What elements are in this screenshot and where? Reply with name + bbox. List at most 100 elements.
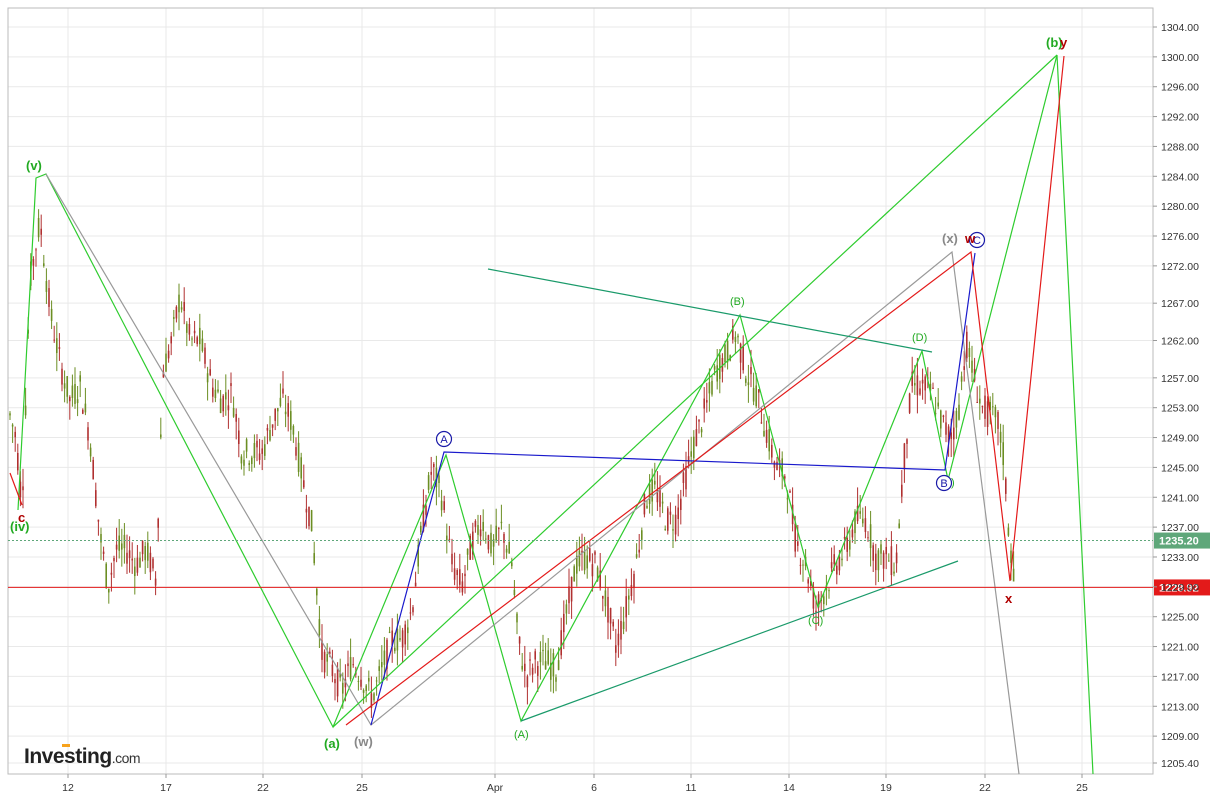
candle-body — [880, 544, 882, 554]
candle-body — [846, 537, 848, 552]
candle-body — [872, 545, 874, 561]
candle-body — [869, 524, 872, 549]
candle-body — [414, 582, 417, 587]
candle-body — [747, 382, 750, 385]
candle-body — [196, 337, 198, 344]
candle-body — [284, 411, 287, 415]
candle-body — [583, 550, 586, 571]
candle-body — [849, 539, 851, 550]
x-tick-label: 22 — [257, 782, 269, 794]
candle-body — [238, 430, 240, 445]
candle-body — [443, 501, 445, 510]
candle-body — [178, 294, 180, 313]
candle-body — [734, 336, 737, 342]
candle-body — [615, 645, 617, 653]
candle-body — [557, 660, 560, 670]
candle-body — [199, 327, 201, 345]
candle-body — [1010, 550, 1012, 563]
x-tick-label: 25 — [356, 782, 368, 794]
candle-body — [287, 403, 289, 417]
x-axis: 12 17 22 25 Apr 6 11 14 19 22 25 — [62, 774, 1088, 794]
candle-body — [144, 546, 146, 561]
candle-body — [217, 389, 219, 392]
candle-body — [745, 378, 747, 383]
candle-body — [643, 493, 646, 515]
candle-body — [690, 451, 692, 457]
candle-body — [352, 664, 354, 666]
candle-body — [386, 639, 388, 669]
chart-grid — [8, 8, 1153, 774]
candle-body — [214, 389, 217, 399]
candle-body — [95, 490, 97, 507]
candle-body — [360, 679, 362, 687]
candle-body — [604, 590, 607, 607]
y-tick-label: 1237.00 — [1161, 522, 1199, 534]
candle-body — [542, 649, 544, 652]
candle-body — [269, 429, 271, 441]
wave-labels: (v)(iv)c(a)(w)A(A)(B)(C)(D)(E)BC(x)wx(b)… — [10, 35, 1068, 751]
candle-body — [79, 375, 81, 382]
candle-body — [303, 480, 305, 488]
candle-body — [617, 633, 620, 646]
wave-label-9: (C) — [808, 615, 823, 627]
candle-body — [807, 579, 809, 584]
candle-body — [495, 525, 497, 541]
x-tick-label: 12 — [62, 782, 74, 794]
candle-body — [170, 336, 172, 344]
candle-body — [404, 624, 406, 645]
y-tick-label: 1267.00 — [1161, 298, 1199, 310]
candle-body — [430, 471, 432, 475]
candle-body — [693, 436, 695, 459]
wave-label-12: B — [940, 478, 947, 490]
candle-body — [934, 413, 937, 415]
candle-body — [253, 443, 256, 459]
candle-body — [173, 317, 175, 319]
candle-body — [976, 401, 978, 403]
candle-body — [108, 588, 110, 593]
candle-body — [513, 589, 516, 595]
wave-label-circle — [968, 231, 986, 249]
candle-body — [248, 463, 250, 465]
candle-body — [609, 608, 612, 624]
y-tick-label: 1296.00 — [1161, 82, 1199, 94]
candle-body — [667, 508, 669, 531]
plot-frame — [7, 7, 1154, 775]
candle-body — [669, 511, 672, 515]
candle-body — [362, 690, 365, 693]
x-tick-label: 6 — [591, 782, 597, 794]
candle-body — [433, 463, 435, 468]
wave-label-circle — [435, 430, 453, 448]
candle-body — [128, 550, 131, 559]
candle-body — [40, 228, 42, 235]
candle-body — [776, 461, 778, 471]
candle-body — [521, 665, 523, 670]
candle-body — [706, 400, 708, 403]
candle-body — [877, 550, 880, 571]
candle-body — [859, 511, 861, 514]
candle-body — [448, 538, 451, 540]
candle-body — [560, 630, 562, 656]
y-tick-label: 1253.00 — [1161, 403, 1199, 415]
candle-body — [297, 442, 300, 472]
candle-body — [685, 466, 687, 490]
candle-body — [539, 651, 542, 663]
candle-body — [222, 395, 224, 412]
wave-label-18: y — [1060, 35, 1068, 50]
candle-body — [680, 498, 682, 510]
candle-body — [391, 630, 393, 646]
candle-body — [329, 651, 331, 654]
candle-body — [245, 439, 248, 452]
candle-body — [914, 382, 916, 386]
candle-body — [438, 475, 440, 484]
candle-body — [534, 651, 536, 660]
candle-body — [646, 505, 648, 508]
candle-body — [516, 613, 518, 623]
candle-body — [126, 552, 128, 564]
candle-body — [971, 360, 973, 373]
candle-body — [992, 406, 994, 408]
candle-body — [768, 429, 770, 452]
candle-body — [682, 472, 685, 484]
candle-body — [477, 525, 479, 535]
x-tick-label: 14 — [783, 782, 795, 794]
